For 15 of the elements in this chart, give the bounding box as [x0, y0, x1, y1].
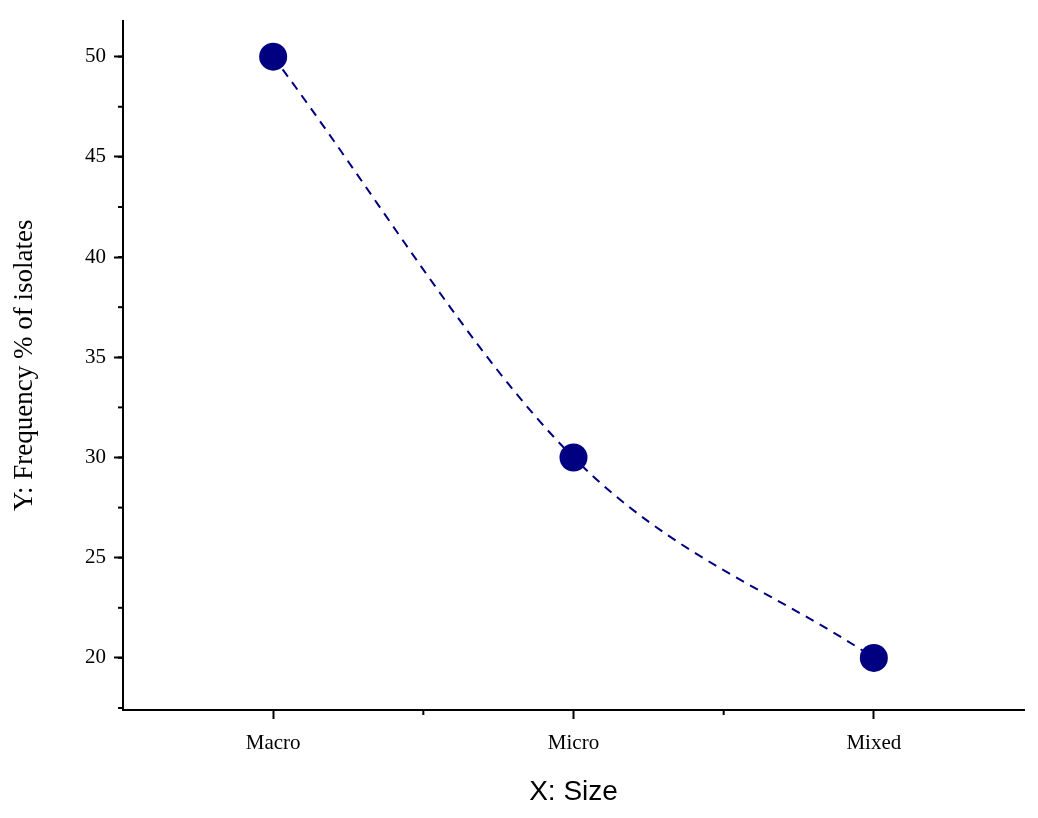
point [859, 643, 888, 672]
y-tick-label: 35 [85, 343, 106, 368]
x-tick-label: Micro [547, 730, 600, 755]
y-tick-label: 20 [85, 644, 106, 669]
x-axis-title: X: Size [529, 774, 618, 806]
y-tick-label: 50 [85, 43, 106, 68]
y-tick-label: 25 [85, 544, 106, 569]
y-tick-label: 30 [85, 444, 106, 468]
y-tick-label: 45 [85, 143, 106, 168]
point [559, 443, 588, 472]
y-tick-label: 40 [85, 243, 106, 268]
point [259, 42, 288, 71]
x-tick-label: Macro [245, 730, 301, 755]
y-axis-title: Y: Frequency % of isolates [8, 219, 39, 512]
x-tick-label: Mixed [846, 730, 902, 755]
